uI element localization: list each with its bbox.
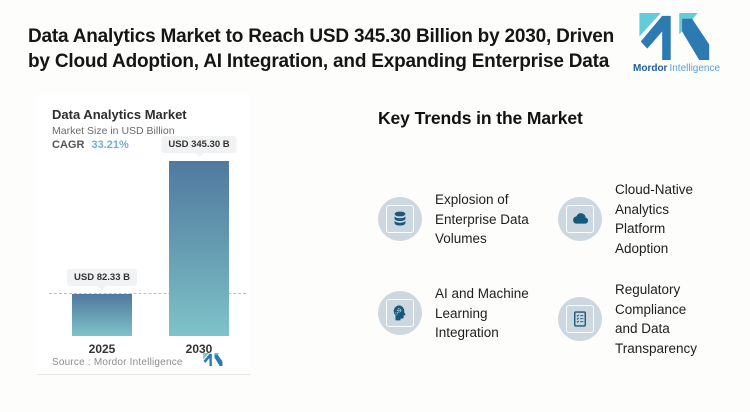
trends-heading: Key Trends in the Market bbox=[378, 108, 583, 128]
brand-name-primary: Mordor bbox=[633, 63, 668, 74]
trend-icon-circle bbox=[558, 197, 602, 241]
trend-text: AI and Machine Learning Integration bbox=[435, 286, 529, 340]
bar-value-label-2030: USD 345.30 B bbox=[161, 136, 237, 153]
trend-text: Regulatory Compliance and Data Transpare… bbox=[615, 282, 698, 356]
trend-item-ai-ml: AI and Machine Learning Integration bbox=[378, 284, 560, 343]
trend-item-cloud-native: Cloud-Native Analytics Platform Adoption bbox=[558, 180, 748, 258]
bar-2030 bbox=[169, 161, 229, 336]
axis-label-2025: 2025 bbox=[88, 342, 116, 356]
trend-item-regulatory: Regulatory Compliance and Data Transpare… bbox=[558, 280, 748, 358]
chart-title: Data Analytics Market bbox=[52, 107, 187, 122]
trend-icon-circle bbox=[558, 297, 602, 341]
axis-label-2030: 2030 bbox=[185, 342, 213, 356]
page-title: Data Analytics Market to Reach USD 345.3… bbox=[28, 26, 615, 72]
checklist-icon bbox=[566, 305, 594, 333]
database-icon bbox=[386, 205, 414, 234]
cagr-row: CAGR 33.21% bbox=[52, 139, 129, 151]
chart-subtitle: Market Size in USD Billion bbox=[52, 125, 175, 137]
cagr-label: CAGR bbox=[52, 139, 85, 151]
trend-text: Explosion of Enterprise Data Volumes bbox=[435, 192, 529, 246]
trend-item-data-volumes: Explosion of Enterprise Data Volumes bbox=[378, 190, 560, 249]
cagr-value: 33.21% bbox=[91, 139, 129, 151]
market-chart-card: Data Analytics Market Market Size in USD… bbox=[37, 95, 250, 375]
brand-name-secondary: Intelligence bbox=[669, 63, 721, 74]
cloud-icon bbox=[566, 205, 594, 233]
brand-logo: Mordor Intelligence bbox=[633, 13, 721, 74]
bar-chart-plot: USD 82.33 B 2025 USD 345.30 B 2030 bbox=[37, 131, 250, 356]
mordor-mark-icon bbox=[639, 13, 710, 60]
reference-dashed-line bbox=[49, 293, 246, 294]
brand-name: Mordor Intelligence bbox=[633, 63, 721, 74]
source-label: Source : Mordor Intelligence bbox=[52, 357, 183, 368]
bar-2025 bbox=[72, 294, 132, 336]
trend-icon-circle bbox=[378, 197, 422, 242]
ai-head-icon bbox=[386, 299, 414, 328]
trend-text: Cloud-Native Analytics Platform Adoption bbox=[615, 182, 694, 256]
source-row: Source : Mordor Intelligence bbox=[52, 352, 235, 368]
bar-value-label-2025: USD 82.33 B bbox=[67, 269, 137, 286]
mordor-mark-icon bbox=[203, 353, 223, 366]
trend-icon-circle bbox=[378, 291, 422, 336]
